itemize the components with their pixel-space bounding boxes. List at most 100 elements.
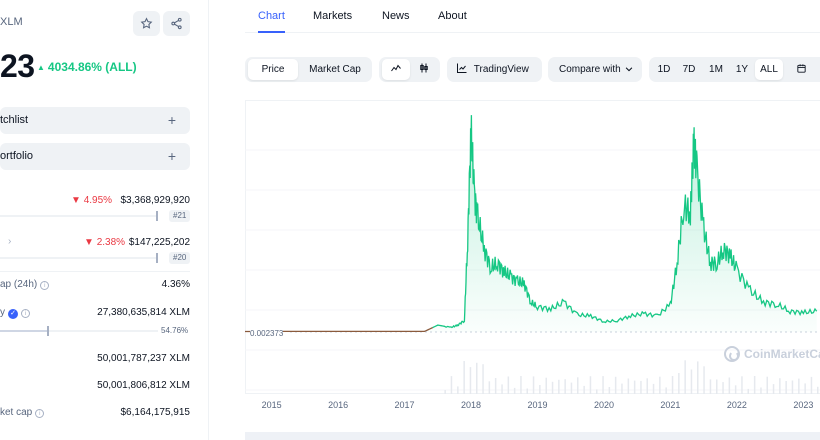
price-toggle[interactable]: Price (248, 59, 298, 80)
baseline-price-label: 0.002373 (250, 329, 284, 338)
price-change: ▲ 4034.86% (ALL) (37, 60, 137, 74)
volume-bar (583, 385, 585, 394)
x-tick-label: 2017 (394, 400, 415, 410)
volume-bar (640, 380, 642, 394)
circulating-percent: 54.76% (161, 326, 189, 335)
volume-bar (494, 378, 497, 394)
fdmc-label: ket cap i (0, 407, 45, 418)
chart-navigator[interactable] (245, 432, 820, 440)
volume-bar (760, 387, 762, 394)
volume-track (0, 253, 158, 263)
tab-markets[interactable]: Markets (313, 10, 353, 22)
x-tick-label: 2019 (527, 400, 548, 410)
calendar-button[interactable] (788, 59, 814, 80)
volume-bar (716, 379, 718, 394)
time-range-selector: 1D 7D 1M 1Y ALL (649, 57, 820, 82)
circulating-label: y ✓ i (0, 307, 30, 319)
tradingview-button[interactable]: TradingView (447, 57, 542, 82)
portfolio-button[interactable]: ortfolio + (0, 143, 190, 170)
share-button[interactable] (163, 11, 190, 36)
coin-summary-panel: XLM 23 ▲ 4034.86% (ALL) tchlist + ortfoli… (0, 0, 209, 440)
price-line (432, 115, 818, 329)
volume-bar (614, 376, 617, 394)
volume-bar (482, 364, 484, 394)
range-all[interactable]: ALL (755, 59, 783, 80)
x-tick-label: 2020 (593, 400, 615, 410)
volume-change: ▼ 2.38% (84, 237, 126, 248)
tab-chart[interactable]: Chart (258, 10, 285, 33)
line-chart-icon (391, 64, 401, 72)
volume-bar (564, 379, 566, 394)
tradingview-content: TradingView (456, 59, 536, 80)
volume-bar (608, 387, 611, 394)
candlestick-button[interactable] (410, 59, 438, 80)
line-chart-button[interactable] (382, 59, 410, 80)
volume-bar (709, 379, 712, 394)
volume-bar (558, 379, 560, 394)
coin-symbol: XLM (0, 16, 23, 28)
watchlist-label: tchlist (0, 114, 29, 126)
range-1y[interactable]: 1Y (735, 64, 749, 75)
x-tick-label: 2015 (261, 400, 282, 410)
compare-dropdown[interactable]: Compare with (548, 57, 642, 82)
fdmc-label-text: ket cap (0, 407, 33, 418)
volume-row: ▼ 2.38% $147,225,202 (0, 237, 190, 251)
chevron-right-icon[interactable]: › (8, 236, 12, 247)
volume-bar (703, 366, 705, 394)
circulating-value: 27,380,635,814 XLM (97, 307, 190, 318)
star-button[interactable] (133, 11, 160, 36)
tradingview-label: TradingView (473, 64, 529, 75)
market-cap-change: ▼ 4.95% (71, 195, 113, 206)
volume-bar (791, 380, 794, 394)
watchlist-button[interactable]: tchlist + (0, 107, 190, 134)
info-icon[interactable]: i (35, 409, 45, 418)
volume-bar (469, 367, 472, 394)
volume-bar (734, 385, 737, 394)
vol-mcap-value: 4.36% (161, 279, 190, 290)
market-cap-toggle[interactable]: Market Cap (309, 64, 361, 75)
market-cap-row: ▼ 4.95% $3,368,929,920 (0, 195, 190, 209)
divider (0, 271, 190, 272)
fdmc-row: ket cap i $6,164,175,915 (0, 407, 190, 421)
market-cap-knob (156, 211, 158, 221)
market-cap-rank: #21 (169, 210, 191, 222)
price-mcap-toggle: Price Market Cap (245, 57, 372, 82)
volume-bar (507, 376, 510, 394)
price-chart-area[interactable] (245, 100, 820, 394)
tab-about[interactable]: About (438, 10, 467, 22)
max-supply-row: 50,001,806,812 XLM (0, 380, 190, 394)
portfolio-label: ortfolio (0, 150, 34, 162)
range-7d[interactable]: 7D (682, 64, 696, 75)
market-cap-value: $3,368,929,920 (120, 195, 190, 206)
info-icon[interactable]: i (40, 281, 50, 290)
range-1m[interactable]: 1M (709, 64, 723, 75)
range-1d[interactable]: 1D (657, 64, 671, 75)
volume-knob (156, 253, 158, 263)
circulating-label-text: y (0, 307, 5, 318)
volume-bar (753, 376, 756, 394)
vol-mcap-row: ap (24h) i 4.36% (0, 279, 190, 293)
circulating-supply-fill (0, 330, 47, 332)
volume-bar (532, 376, 535, 394)
coinmarketcap-logo-icon (724, 346, 740, 362)
volume-bar (520, 376, 522, 394)
volume-bar (627, 378, 630, 394)
info-icon[interactable]: i (21, 309, 30, 318)
volume-change-value: 2.38% (96, 237, 126, 248)
volume-bar (463, 361, 465, 394)
volume-bar (671, 376, 674, 394)
volume-bar (772, 384, 775, 394)
candlestick-icon (420, 63, 428, 73)
volume-bar (621, 383, 623, 394)
volume-bar (665, 387, 667, 394)
up-triangle-icon: ▲ (37, 63, 45, 72)
section-tabs: Chart Markets News About (245, 0, 820, 33)
plus-icon: + (167, 112, 176, 128)
max-supply-value: 50,001,806,812 XLM (97, 380, 190, 391)
price-change-value: 4034.86% (ALL) (47, 60, 137, 74)
volume-bar (684, 360, 686, 394)
fdmc-value: $6,164,175,915 (120, 407, 190, 418)
volume-bar (779, 378, 781, 394)
tab-news[interactable]: News (382, 10, 410, 22)
volume-bar (785, 381, 787, 394)
